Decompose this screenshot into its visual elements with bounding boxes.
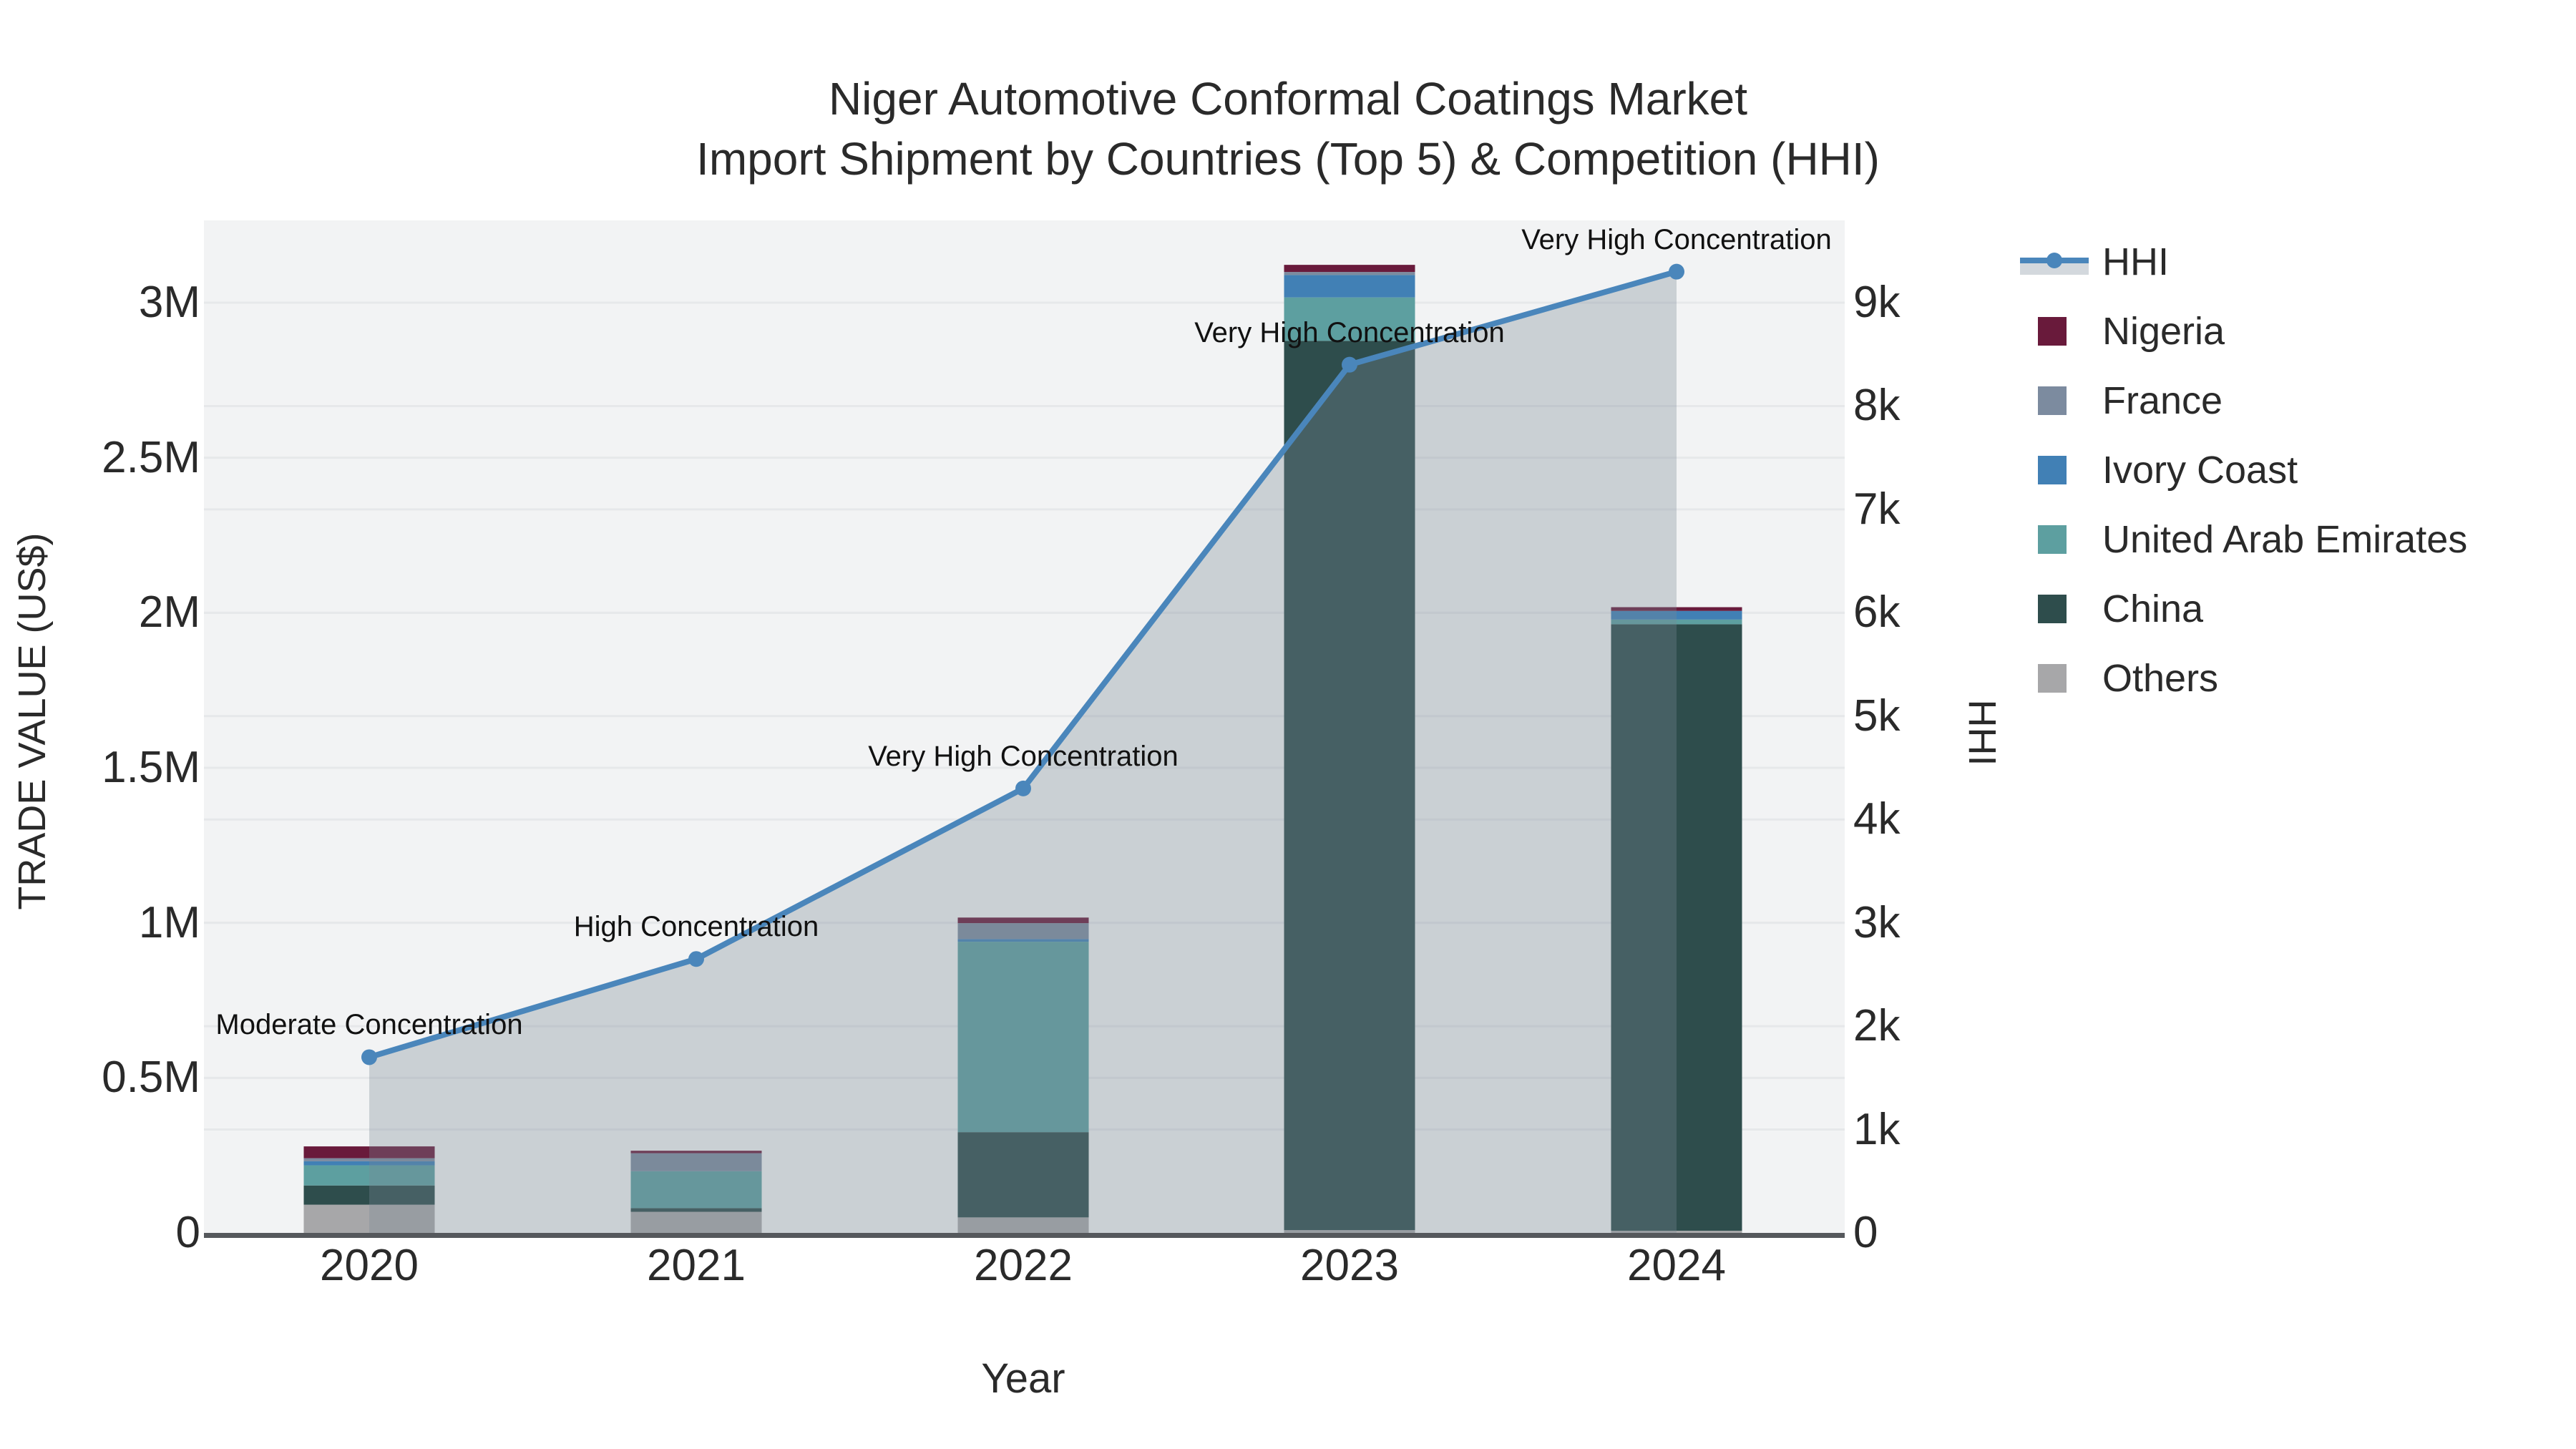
y-right-tick-7k: 7k	[1853, 484, 1901, 534]
hhi-marker-2024[interactable]	[1669, 263, 1684, 280]
bar-segment-united-arab-emirates-2023[interactable]	[1284, 297, 1415, 341]
y-axis-title-left: TRADE VALUE (US$)	[11, 532, 54, 910]
bar-segment-france-2021[interactable]	[630, 1153, 762, 1171]
hhi-marker-2022[interactable]	[1015, 780, 1031, 796]
legend-item-france[interactable]: France	[2020, 376, 2223, 426]
bar-segment-others-2024[interactable]	[1611, 1230, 1742, 1233]
y-left-tick-2.5M: 2.5M	[102, 432, 200, 482]
bar-segment-france-2023[interactable]	[1284, 272, 1415, 275]
legend-square-icon	[2020, 525, 2102, 554]
chart-title-line2: Import Shipment by Countries (Top 5) & C…	[696, 133, 1880, 185]
bar-segment-china-2023[interactable]	[1284, 341, 1415, 1231]
legend-square-icon	[2020, 595, 2102, 623]
legend-square-icon	[2020, 664, 2102, 693]
bar-segment-united-arab-emirates-2024[interactable]	[1611, 619, 1742, 625]
x-tick-2020: 2020	[320, 1241, 419, 1290]
bar-segment-others-2023[interactable]	[1284, 1230, 1415, 1233]
bar-segment-china-2021[interactable]	[630, 1208, 762, 1212]
legend-item-others[interactable]: Others	[2020, 653, 2218, 703]
y-left-tick-1M: 1M	[138, 897, 200, 947]
legend-label: France	[2102, 379, 2223, 422]
others-color-swatch	[2038, 664, 2067, 693]
annotation-2020: Moderate Concentration	[215, 1009, 523, 1041]
y-left-tick-1.5M: 1.5M	[102, 743, 200, 792]
hhi-marker-2020[interactable]	[361, 1049, 377, 1065]
bar-segment-united-arab-emirates-2022[interactable]	[957, 942, 1089, 1133]
annotation-2021: High Concentration	[573, 911, 819, 943]
bar-segment-ivory-coast-2022[interactable]	[957, 939, 1089, 942]
hhi-marker-2021[interactable]	[688, 951, 704, 967]
hhi-swatch-svg	[2020, 253, 2089, 275]
bar-segment-united-arab-emirates-2021[interactable]	[630, 1171, 762, 1209]
y-right-tick-6k: 6k	[1853, 587, 1901, 638]
legend-label: HHI	[2102, 240, 2169, 283]
y-right-tick-9k: 9k	[1853, 278, 1901, 327]
legend-item-china[interactable]: China	[2020, 584, 2203, 634]
annotation-2024: Very High Concentration	[1521, 223, 1832, 255]
bar-segment-nigeria-2024[interactable]	[1611, 607, 1742, 611]
bar-segment-china-2022[interactable]	[957, 1132, 1089, 1218]
x-tick-2022: 2022	[974, 1241, 1073, 1290]
legend-label: United Arab Emirates	[2102, 518, 2468, 561]
bar-segment-china-2020[interactable]	[303, 1185, 435, 1205]
annotation-2023: Very High Concentration	[1194, 316, 1505, 348]
bar-segment-others-2021[interactable]	[630, 1211, 762, 1233]
annotation-2022: Very High Concentration	[868, 740, 1179, 772]
y-left-tick-3M: 3M	[138, 278, 200, 327]
bar-segment-others-2020[interactable]	[303, 1204, 435, 1233]
y-right-tick-8k: 8k	[1853, 381, 1901, 431]
legend-label: Nigeria	[2102, 310, 2225, 353]
france-color-swatch	[2038, 386, 2067, 415]
hhi-area-fill	[369, 271, 1677, 1234]
y-right-tick-5k: 5k	[1853, 691, 1901, 741]
x-tick-2021: 2021	[647, 1241, 746, 1290]
bar-segment-ivory-coast-2024[interactable]	[1611, 610, 1742, 620]
bar-segment-nigeria-2023[interactable]	[1284, 265, 1415, 273]
y-left-tick-2M: 2M	[138, 587, 200, 638]
bar-segment-nigeria-2021[interactable]	[630, 1151, 762, 1153]
legend-item-nigeria[interactable]: Nigeria	[2020, 306, 2225, 356]
united-arab-emirates-color-swatch	[2038, 525, 2067, 554]
bar-segment-nigeria-2020[interactable]	[303, 1146, 435, 1158]
legend-square-icon	[2020, 456, 2102, 484]
x-axis-title: Year	[981, 1355, 1065, 1402]
legend-item-hhi[interactable]: HHI	[2020, 237, 2169, 287]
x-tick-2023: 2023	[1300, 1241, 1399, 1290]
x-axis-line	[204, 1233, 1845, 1238]
ivory-coast-color-swatch	[2038, 456, 2067, 484]
nigeria-color-swatch	[2038, 317, 2067, 346]
bar-segment-china-2024[interactable]	[1611, 624, 1742, 1231]
hhi-marker-2023[interactable]	[1342, 356, 1357, 373]
y-right-tick-1k: 1k	[1853, 1104, 1901, 1154]
y-right-tick-3k: 3k	[1853, 897, 1901, 947]
bar-segment-others-2022[interactable]	[957, 1217, 1089, 1233]
legend-label: Others	[2102, 657, 2219, 700]
chart-title-line1: Niger Automotive Conformal Coatings Mark…	[828, 73, 1748, 125]
y-left-tick-0.5M: 0.5M	[102, 1053, 200, 1103]
y-right-tick-0: 0	[1853, 1208, 1878, 1257]
china-color-swatch	[2038, 595, 2067, 623]
legend-square-icon	[2020, 386, 2102, 415]
bar-segment-france-2022[interactable]	[957, 923, 1089, 940]
legend-item-united-arab-emirates[interactable]: United Arab Emirates	[2020, 514, 2467, 565]
y-right-tick-4k: 4k	[1853, 794, 1901, 844]
legend-item-ivory-coast[interactable]: Ivory Coast	[2020, 445, 2298, 495]
y-left-tick-0: 0	[175, 1208, 200, 1257]
bar-segment-united-arab-emirates-2020[interactable]	[303, 1165, 435, 1186]
legend-label: Ivory Coast	[2102, 449, 2298, 492]
bar-segment-nigeria-2022[interactable]	[957, 917, 1089, 924]
legend-label: China	[2102, 587, 2204, 630]
legend-square-icon	[2020, 317, 2102, 346]
x-tick-2024: 2024	[1627, 1241, 1726, 1290]
bar-segment-ivory-coast-2020[interactable]	[303, 1161, 435, 1166]
bar-segment-france-2020[interactable]	[303, 1158, 435, 1161]
y-right-tick-2k: 2k	[1853, 1001, 1901, 1051]
hhi-line-swatch-icon	[2020, 245, 2102, 279]
bar-segment-ivory-coast-2023[interactable]	[1284, 275, 1415, 298]
